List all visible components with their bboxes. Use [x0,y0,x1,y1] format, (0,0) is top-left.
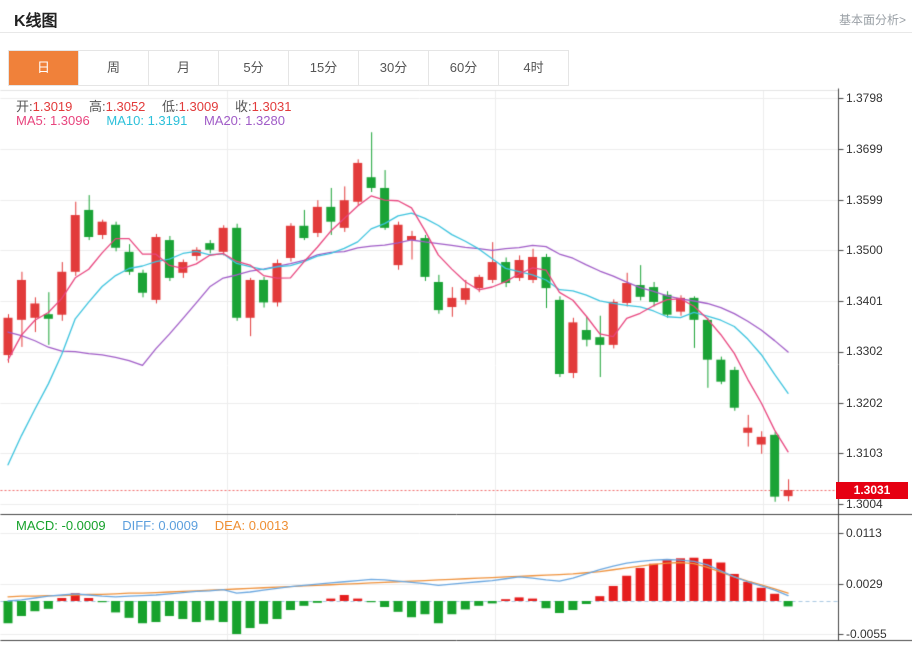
open-readout: 开:1.3019 [16,99,73,114]
y-axis-label: 1.3302 [846,344,883,358]
y-axis-label: 1.3599 [846,193,883,207]
dea-readout: DEA: 0.0013 [214,518,289,533]
macd-legend: MACD: -0.0009 DIFF: 0.0009 DEA: 0.0013 [16,518,301,533]
tab-5min[interactable]: 5分 [219,51,289,85]
ohlc-legend: 开:1.3019 高:1.3052 低:1.3009 收:1.3031 [16,96,304,115]
tab-week[interactable]: 周 [79,51,149,85]
page-title: K线图 [14,13,58,30]
tab-30min[interactable]: 30分 [359,51,429,85]
macd-readout: MACD: -0.0009 [16,518,106,533]
macd-axis-label: 0.0113 [846,526,882,540]
period-tabbar: 日 周 月 5分 15分 30分 60分 4时 [8,50,569,86]
fundamental-analysis-link[interactable]: 基本面分析> [838,13,906,27]
y-axis-label: 1.3401 [846,294,883,308]
macd-axis-label: 0.0029 [846,577,883,591]
high-readout: 高:1.3052 [89,99,146,114]
tab-15min[interactable]: 15分 [289,51,359,85]
y-axis-label: 1.3202 [846,396,883,410]
y-axis-label: 1.3103 [846,446,883,460]
low-readout: 低:1.3009 [162,99,219,114]
close-readout: 收:1.3031 [235,99,292,114]
title-separator [0,32,912,33]
y-axis-label: 1.3798 [846,91,883,105]
current-price-badge: 1.3031 [836,482,908,499]
macd-axis-label: -0.0055 [846,627,887,641]
ma5-readout: MA5: 1.3096 [16,113,90,128]
y-axis-label: 1.3004 [846,497,883,511]
y-axis-label: 1.3699 [846,142,883,156]
tab-day[interactable]: 日 [9,51,79,85]
y-axis-label: 1.3500 [846,243,883,257]
ma-legend: MA5: 1.3096 MA10: 1.3191 MA20: 1.3280 [16,113,298,128]
ma20-readout: MA20: 1.3280 [203,113,285,128]
diff-readout: DIFF: 0.0009 [122,518,199,533]
ma10-readout: MA10: 1.3191 [106,113,188,128]
tab-month[interactable]: 月 [149,51,219,85]
tab-60min[interactable]: 60分 [429,51,499,85]
tab-4hour[interactable]: 4时 [499,51,568,85]
